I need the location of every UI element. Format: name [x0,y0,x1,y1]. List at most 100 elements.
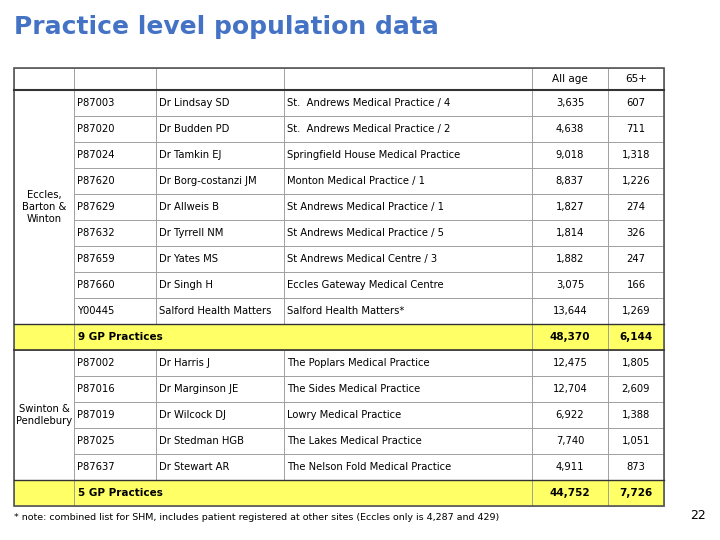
Bar [608,116,664,142]
Bar [74,324,532,350]
Bar [608,272,664,298]
Bar [74,350,156,376]
Text: 711: 711 [626,124,646,134]
Bar [608,376,664,402]
Bar [74,90,156,116]
Text: 2,609: 2,609 [622,384,650,394]
Text: 4,911: 4,911 [556,462,584,472]
Text: P87629: P87629 [77,202,114,212]
Bar [284,220,532,246]
Text: St Andrews Medical Practice / 1: St Andrews Medical Practice / 1 [287,202,444,212]
Text: 1,051: 1,051 [622,436,650,446]
Bar [608,168,664,194]
Bar [284,428,532,454]
Text: Dr Borg-costanzi JM: Dr Borg-costanzi JM [159,176,256,186]
Bar [74,220,156,246]
Text: 607: 607 [626,98,646,108]
Text: 326: 326 [626,228,646,238]
Bar [284,116,532,142]
Bar [532,480,608,506]
Bar [608,298,664,324]
Bar [156,376,284,402]
Text: 3,075: 3,075 [556,280,584,290]
Text: 7,740: 7,740 [556,436,584,446]
Text: 1,814: 1,814 [556,228,584,238]
Bar [608,402,664,428]
Text: Dr Marginson JE: Dr Marginson JE [159,384,238,394]
Text: St Andrews Medical Centre / 3: St Andrews Medical Centre / 3 [287,254,437,264]
Bar [532,116,608,142]
Text: P87024: P87024 [77,150,114,160]
Bar [14,350,74,480]
Bar [156,90,284,116]
Text: 1,318: 1,318 [622,150,650,160]
Bar [608,68,664,90]
Bar [156,68,284,90]
Text: Springfield House Medical Practice: Springfield House Medical Practice [287,150,460,160]
Bar [532,194,608,220]
Text: Dr Budden PD: Dr Budden PD [159,124,230,134]
Bar [156,194,284,220]
Text: 48,370: 48,370 [550,332,590,342]
Bar [608,350,664,376]
Text: Dr Harris J: Dr Harris J [159,358,210,368]
Text: 1,827: 1,827 [556,202,584,212]
Bar [608,142,664,168]
Bar [74,376,156,402]
Text: P87016: P87016 [77,384,114,394]
Bar [74,480,532,506]
Bar [532,428,608,454]
Bar [74,272,156,298]
Bar [156,454,284,480]
Text: 9,018: 9,018 [556,150,584,160]
Text: 1,388: 1,388 [622,410,650,420]
Bar [532,272,608,298]
Bar [74,116,156,142]
Bar [284,298,532,324]
Text: P87019: P87019 [77,410,114,420]
Text: Eccles,
Barton &
Winton: Eccles, Barton & Winton [22,191,66,224]
Text: Dr Tamkin EJ: Dr Tamkin EJ [159,150,221,160]
Bar [608,246,664,272]
Text: 22: 22 [690,509,706,522]
Bar [608,480,664,506]
Text: The Lakes Medical Practice: The Lakes Medical Practice [287,436,422,446]
Text: St Andrews Medical Practice / 5: St Andrews Medical Practice / 5 [287,228,444,238]
Text: Dr Lindsay SD: Dr Lindsay SD [159,98,230,108]
Text: 44,752: 44,752 [549,488,590,498]
Text: 4,638: 4,638 [556,124,584,134]
Text: * note: combined list for SHM, includes patient registered at other sites (Eccle: * note: combined list for SHM, includes … [14,513,499,522]
Text: 12,704: 12,704 [553,384,588,394]
Text: 65+: 65+ [625,74,647,84]
Text: 1,882: 1,882 [556,254,584,264]
Bar [608,324,664,350]
Bar [532,246,608,272]
Bar [14,480,74,506]
Text: All age: All age [552,74,588,84]
Bar [156,116,284,142]
Bar [532,220,608,246]
Text: 13,644: 13,644 [553,306,588,316]
Text: 6,144: 6,144 [619,332,652,342]
Text: 5 GP Practices: 5 GP Practices [78,488,163,498]
Text: 1,226: 1,226 [621,176,650,186]
Text: P87659: P87659 [77,254,114,264]
Text: Dr Tyrrell NM: Dr Tyrrell NM [159,228,223,238]
Bar [532,324,608,350]
Bar [156,220,284,246]
Text: 9 GP Practices: 9 GP Practices [78,332,163,342]
Bar [156,428,284,454]
Bar [156,168,284,194]
Bar [532,350,608,376]
Text: Dr Yates MS: Dr Yates MS [159,254,218,264]
Text: Salford Health Matters: Salford Health Matters [159,306,271,316]
Bar [74,298,156,324]
Text: P87025: P87025 [77,436,114,446]
Text: Swinton &
Pendlebury: Swinton & Pendlebury [16,404,72,426]
Text: Dr Singh H: Dr Singh H [159,280,213,290]
Bar [74,454,156,480]
Text: Monton Medical Practice / 1: Monton Medical Practice / 1 [287,176,425,186]
Bar [156,298,284,324]
Text: The Sides Medical Practice: The Sides Medical Practice [287,384,420,394]
Bar [74,168,156,194]
